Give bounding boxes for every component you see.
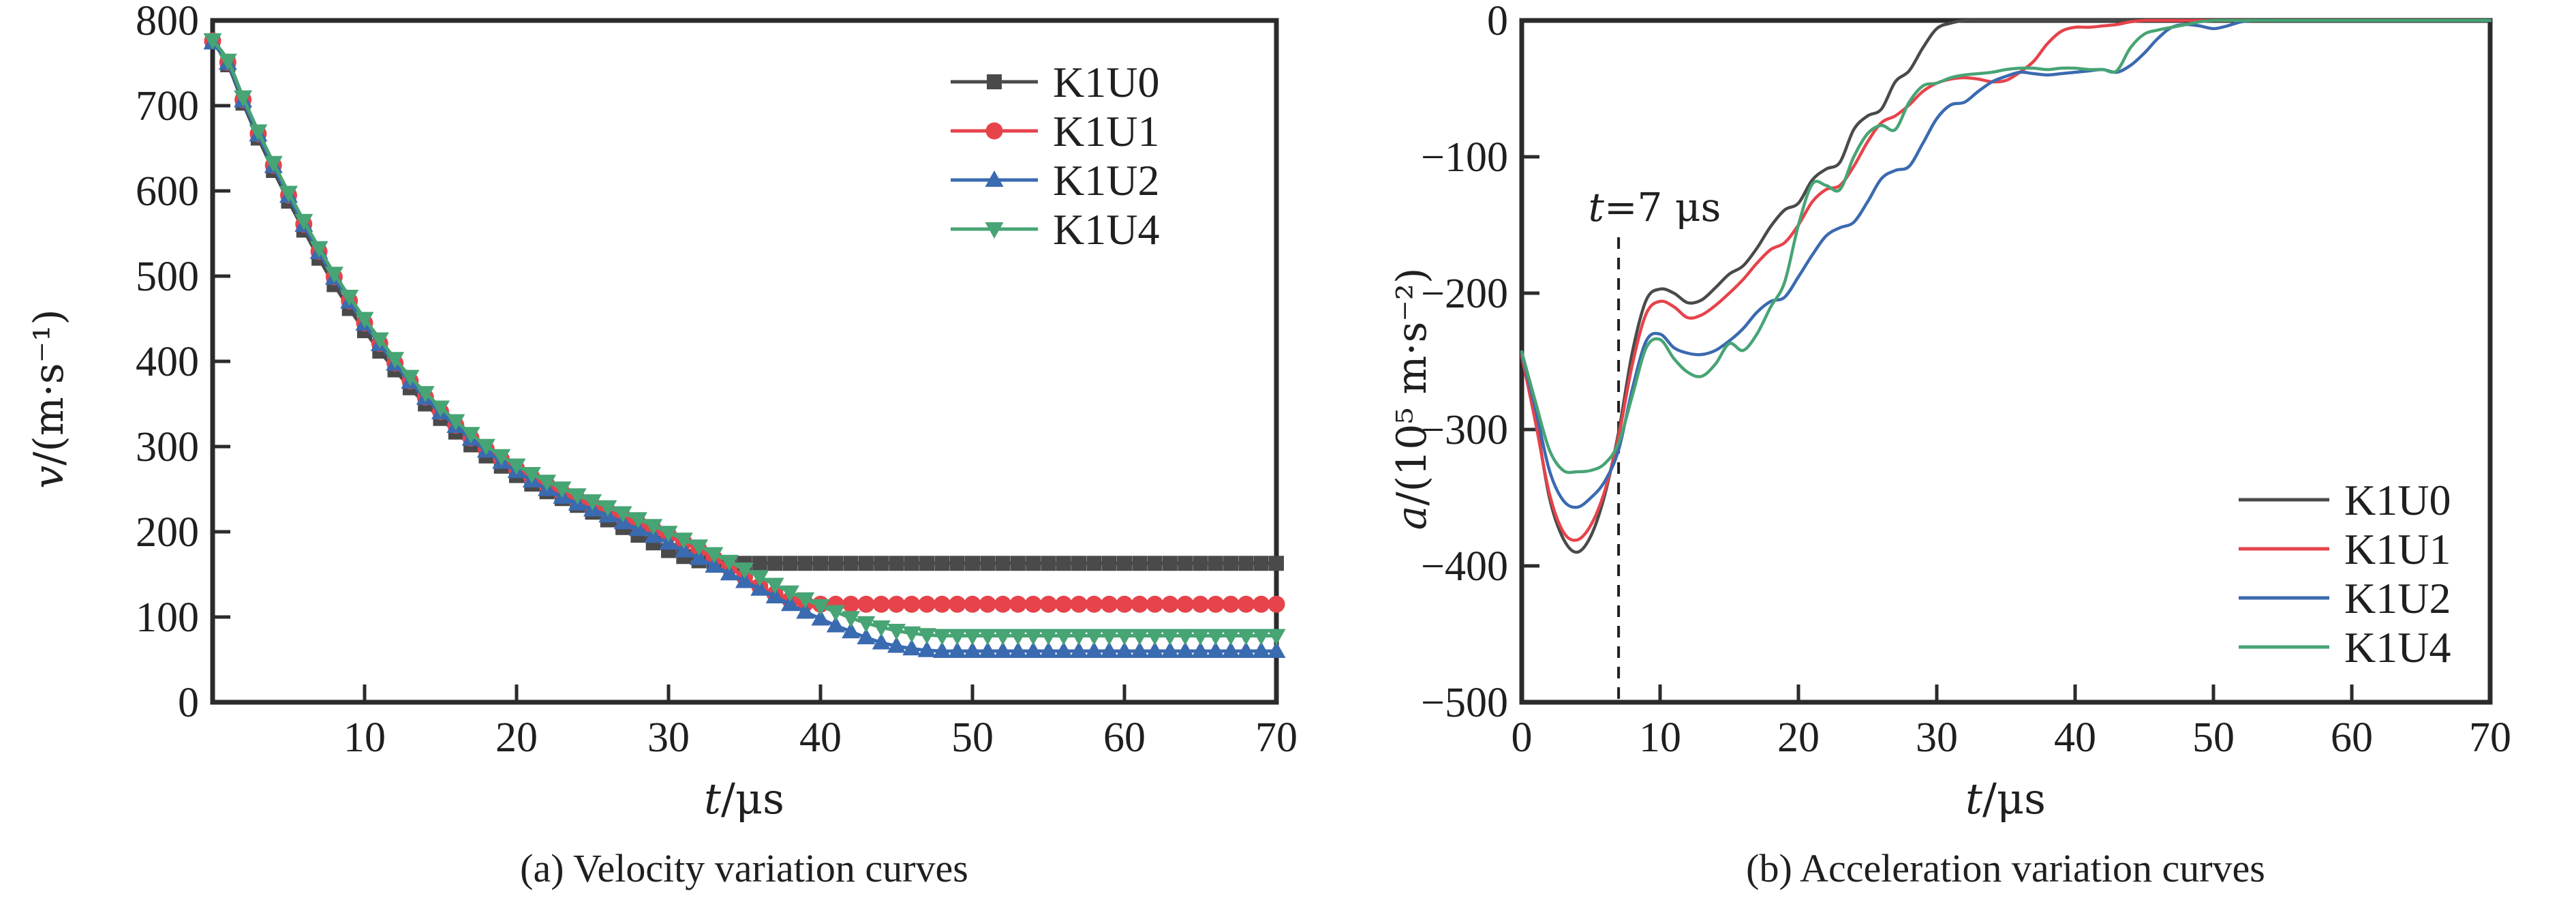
panel-a-y-tick-label: 200 [136, 509, 199, 556]
panel-a-y-axis-label: v/(m·s⁻¹) [25, 309, 73, 489]
panel-b-plot: 0 10 20 30 40 50 60 70 0 −100 −200 −300 −400 −500 K1U0… [1421, 0, 2511, 761]
panel-a-x-tick-label: 10 [343, 715, 386, 761]
panel-a-y-tick-label: 100 [136, 595, 199, 641]
panel-b-x-tick-label: 60 [2331, 715, 2373, 761]
legend-label-K1U4: K1U4 [2344, 623, 2451, 672]
panel-b-y-tick-label: −300 [1421, 407, 1508, 453]
legend-label-K1U1: K1U1 [2344, 525, 2451, 573]
legend-label-K1U1: K1U1 [1053, 107, 1159, 155]
panel-a-y-tick-label: 300 [136, 424, 199, 470]
panel-b-x-axis-label: t/μs [1965, 774, 2046, 824]
legend-label-K1U2: K1U2 [1053, 156, 1159, 205]
panel-a-x-tick-label: 20 [495, 715, 538, 761]
panel-a-x-tick-label: 50 [951, 715, 994, 761]
panel-b-y-axis-label: a/(10⁵ m·s⁻²) [1388, 267, 1436, 530]
panel-a-plot: 10 20 30 40 50 60 700100200300400500600700800K… [136, 0, 1298, 761]
panel-a-y-tick-label: 800 [136, 0, 199, 44]
legend-label-K1U2: K1U2 [2344, 574, 2451, 622]
panel-a-caption: (a) Velocity variation curves [520, 846, 968, 890]
panel-a-series-K1U4 [203, 33, 1286, 646]
panel-b-y-tick-label: −400 [1421, 543, 1508, 590]
panel-b-x-tick-label: 70 [2469, 715, 2511, 761]
panel-b-x-tick-label: 20 [1777, 715, 1820, 761]
panel-b-y-tick-label: −500 [1421, 680, 1508, 726]
panel-a-x-tick-label: 40 [799, 715, 842, 761]
panel-a-y-tick-label: 400 [136, 339, 199, 385]
panel-b-caption: (b) Acceleration variation curves [1746, 846, 2265, 890]
legend-label-K1U0: K1U0 [1053, 58, 1159, 106]
panel-b-y-tick-label: −200 [1421, 271, 1508, 317]
panel-b-x-tick-label: 0 [1512, 715, 1533, 761]
t-equals-7us-annotation: t=7 μs [1588, 184, 1721, 230]
panel-b-series-K1U4 [1520, 18, 2492, 475]
panel-b-x-tick-label: 40 [2054, 715, 2096, 761]
panel-a-y-tick-label: 0 [178, 680, 199, 726]
panel-b-series-K1U1 [1520, 18, 2492, 542]
panel-b-series-K1U0 [1520, 18, 2492, 554]
panel-b-x-tick-label: 30 [1916, 715, 1958, 761]
panel-a-x-axis-label: t/μs [704, 774, 784, 824]
panel-a-x-tick-label: 70 [1255, 715, 1298, 761]
panel-a-y-tick-label: 500 [136, 254, 199, 300]
panel-a-y-tick-label: 600 [136, 168, 199, 215]
legend-label-K1U0: K1U0 [2344, 476, 2451, 524]
panel-b-x-tick-label: 50 [2192, 715, 2235, 761]
panel-b-series-K1U2 [1520, 18, 2492, 509]
legend-label-K1U4: K1U4 [1053, 205, 1159, 254]
panel-b-y-tick-label: 0 [1487, 0, 1508, 44]
panel-a-x-tick-label: 60 [1103, 715, 1146, 761]
panel-a-x-tick-label: 30 [647, 715, 690, 761]
panel-b-x-tick-label: 10 [1639, 715, 1681, 761]
panel-a-y-tick-label: 700 [136, 83, 199, 130]
panel-b-y-tick-label: −100 [1421, 134, 1508, 181]
